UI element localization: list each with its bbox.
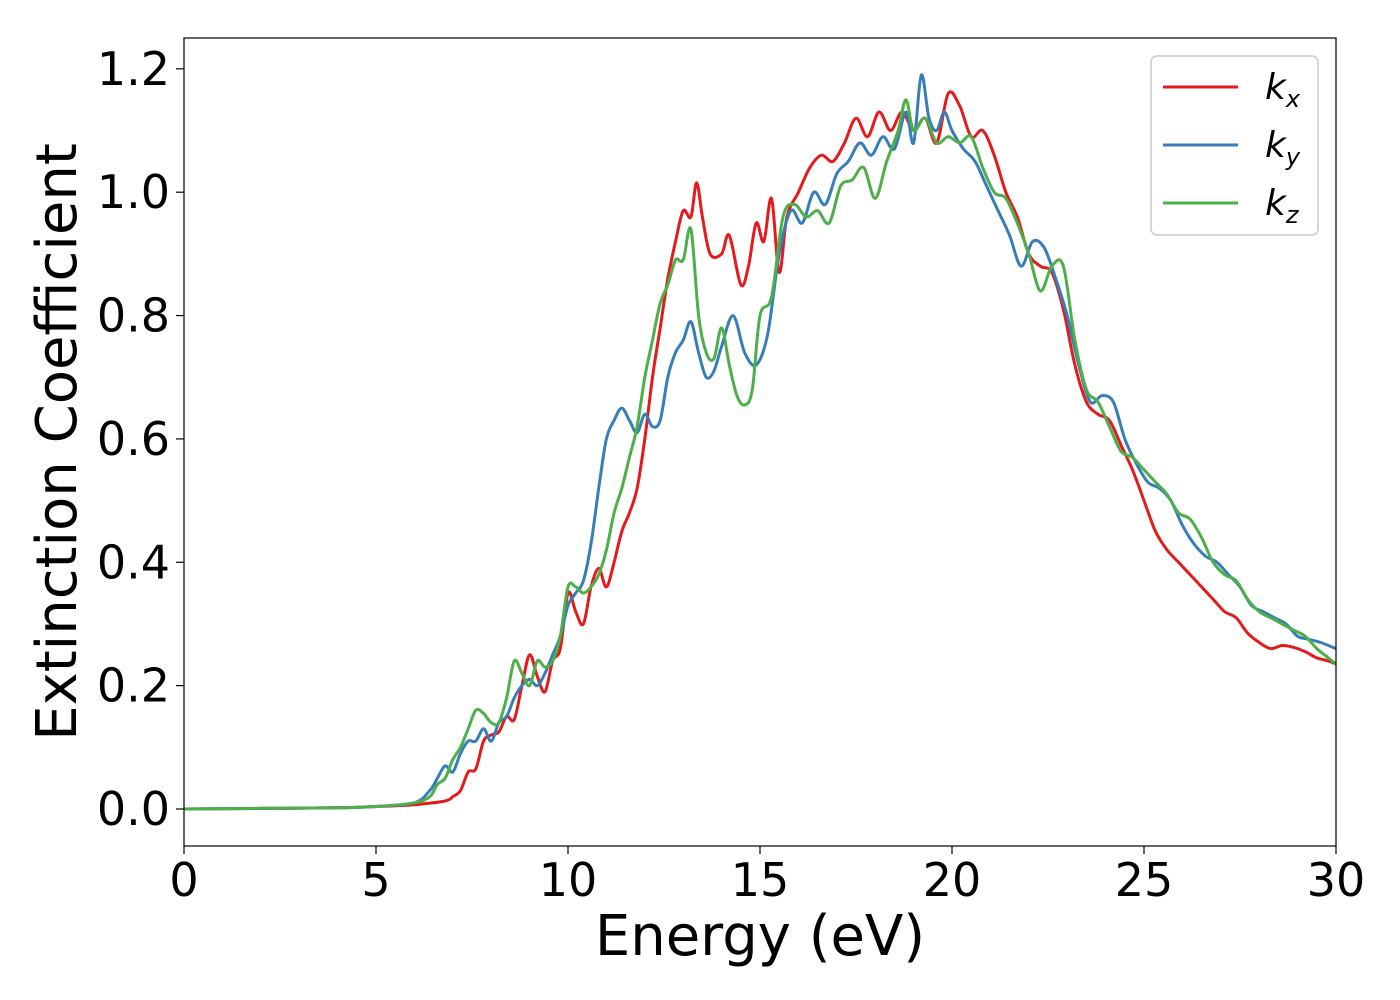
y-tick-label: 0.4 [97, 535, 170, 589]
series-layer [184, 73, 1336, 811]
x-tick-label: 10 [539, 853, 598, 907]
series-line-k-z [184, 98, 1336, 811]
legend-label-k-z: kz [1265, 183, 1300, 229]
legend-label-k-y: ky [1265, 125, 1301, 171]
x-tick-label: 0 [169, 853, 198, 907]
series-line-k-y [184, 73, 1336, 811]
y-tick-label: 0.6 [97, 412, 170, 466]
series-line-k-x [184, 90, 1336, 811]
y-tick-label: 1.0 [97, 165, 170, 219]
x-tick-label: 25 [1115, 853, 1174, 907]
x-tick-label: 5 [361, 853, 390, 907]
y-tick-label: 1.2 [97, 42, 170, 96]
x-axis: 0 5 10 15 20 25 30 [169, 846, 1365, 907]
y-axis-title: Extinction Coefficient [25, 143, 90, 741]
y-tick-label: 0.8 [97, 289, 170, 343]
x-tick-label: 15 [731, 853, 790, 907]
y-tick-label: 0.0 [97, 782, 170, 836]
x-axis-title: Energy (eV) [595, 904, 925, 969]
x-tick-label: 20 [923, 853, 982, 907]
legend-label-k-x: kx [1265, 67, 1301, 113]
legend: kx ky kz [1150, 55, 1319, 236]
y-axis: 0.0 0.2 0.4 0.6 0.8 1.0 1.2 [97, 42, 184, 836]
plot-background [184, 38, 1336, 846]
x-tick-label: 30 [1307, 853, 1366, 907]
y-tick-label: 0.2 [97, 659, 170, 713]
